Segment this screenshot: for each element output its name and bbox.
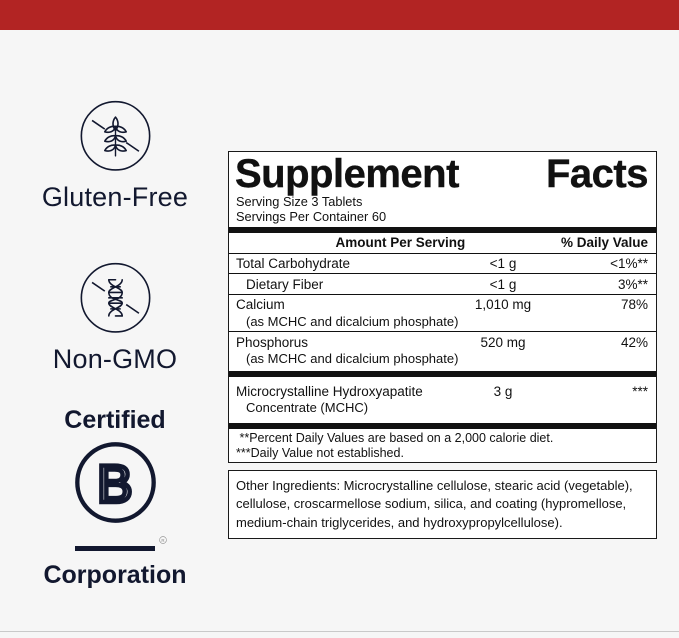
svg-text:B: B <box>96 455 132 514</box>
svg-text:R: R <box>161 538 164 543</box>
